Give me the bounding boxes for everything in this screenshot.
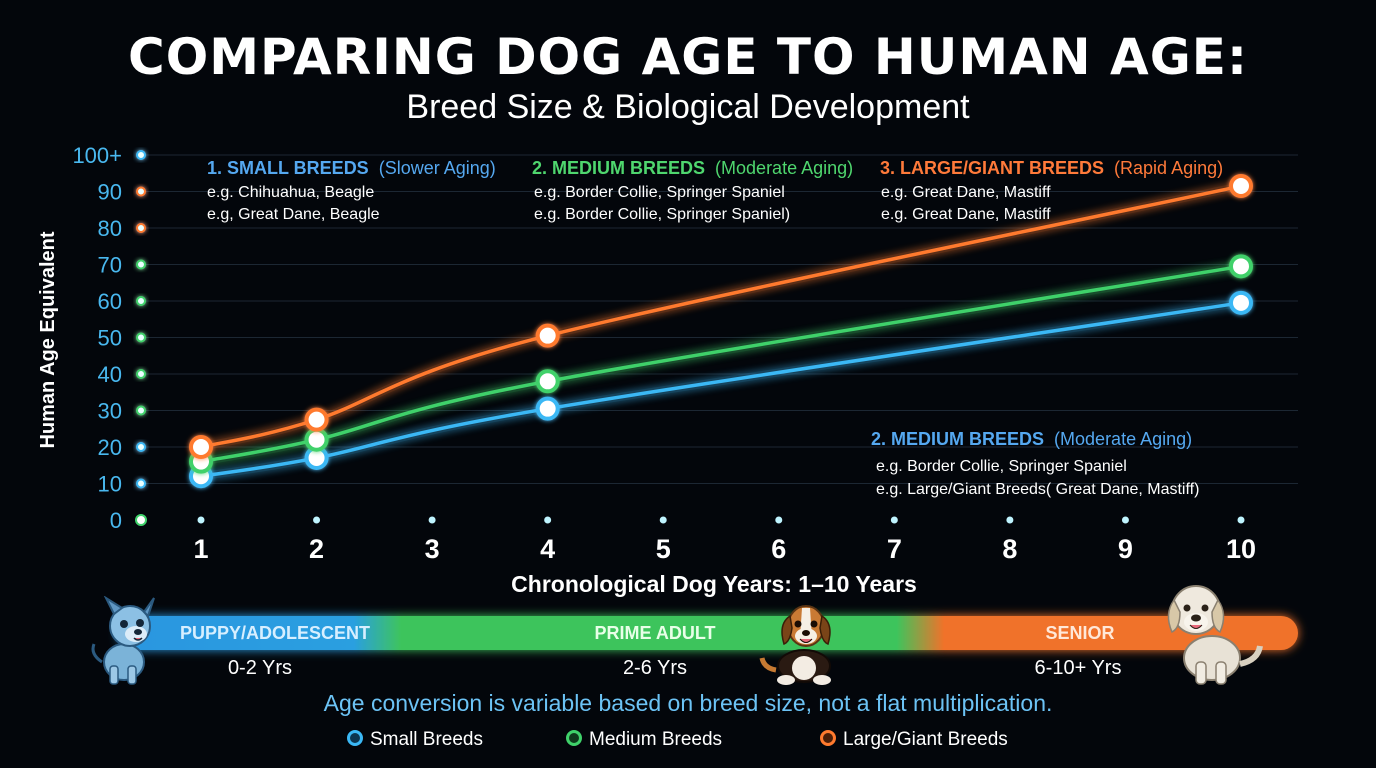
legend-large-label: Large/Giant Breeds xyxy=(843,729,1008,750)
x-tick-dot xyxy=(890,516,898,524)
y-tick-label: 60 xyxy=(98,289,122,314)
annotation-medium-line1: e.g. Border Collie, Springer Spaniel xyxy=(534,184,785,201)
annotation-medium-tag: (Moderate Aging) xyxy=(715,158,853,178)
line-chart: 0 10 20 30 40 50 60 70 80 90 100+ 1 2 3 4 5 6 7 8 9 10 Human… xyxy=(37,143,1298,597)
legend-large-dot xyxy=(820,730,836,747)
x-tick-dot xyxy=(1006,516,1014,524)
phase-prime-label: PRIME ADULT xyxy=(594,623,716,643)
adult-dog-illustration xyxy=(759,605,831,685)
x-tick-label: 10 xyxy=(1226,534,1256,564)
x-tick-dot xyxy=(1121,516,1129,524)
data-point-large xyxy=(189,435,213,459)
annotation-medium2-title: 2. MEDIUM BREEDS xyxy=(871,429,1044,449)
axis-origin-dot xyxy=(135,514,147,526)
annotation-small-head: 1. SMALL BREEDS (Slower Aging) xyxy=(207,158,496,178)
data-point-medium xyxy=(535,369,560,394)
annotation-medium2-line1: e.g. Border Collie, Springer Spaniel xyxy=(876,458,1127,475)
annotation-small-line1: e.g. Chihuahua, Beagle xyxy=(207,184,374,201)
phase-senior-range: 6-10+ Yrs xyxy=(1034,657,1122,679)
x-tick-label: 4 xyxy=(540,534,555,564)
annotation-medium2-line2: e.g. Large/Giant Breeds( Great Dane, Mas… xyxy=(876,481,1199,498)
y-tick-label: 0 xyxy=(110,508,122,533)
stage-bar-fill xyxy=(118,616,1298,650)
page-title: COMPARING DOG AGE TO HUMAN AGE: xyxy=(128,28,1248,86)
data-point-large xyxy=(304,407,329,432)
x-tick-dot xyxy=(659,516,667,524)
x-tick-label: 5 xyxy=(656,534,671,564)
legend-medium-dot xyxy=(566,730,582,747)
phase-puppy-range: 0-2 Yrs xyxy=(227,657,293,679)
x-tick-label: 6 xyxy=(771,534,786,564)
data-point-small xyxy=(535,396,560,421)
annotation-large-line1: e.g. Great Dane, Mastiff xyxy=(881,184,1051,201)
x-tick-label: 2 xyxy=(309,534,324,564)
x-tick-dot xyxy=(544,516,552,524)
phase-prime-range: 2-6 Yrs xyxy=(622,657,688,679)
legend-small: Small Breeds xyxy=(347,727,483,753)
annotation-medium2-tag: (Moderate Aging) xyxy=(1054,429,1192,449)
data-point-large xyxy=(1229,174,1253,199)
annotation-large-title: 3. LARGE/GIANT BREEDS xyxy=(880,158,1104,178)
data-point-large xyxy=(535,323,560,348)
x-tick-dot xyxy=(1237,516,1245,524)
x-tick-dot xyxy=(197,516,205,524)
y-tick-label: 90 xyxy=(98,180,122,205)
y-tick-label: 20 xyxy=(98,435,122,460)
footnote: Age conversion is variable based on bree… xyxy=(323,690,1053,716)
data-point-medium xyxy=(1229,254,1253,279)
legend-medium: Medium Breeds xyxy=(566,727,722,753)
y-tick-label: 80 xyxy=(98,216,122,241)
annotation-medium-title: 2. MEDIUM BREEDS xyxy=(532,158,705,178)
x-tick-label: 9 xyxy=(1118,534,1133,564)
y-tick-label: 30 xyxy=(98,399,122,424)
annotation-small-line2: e.g, Great Dane, Beagle xyxy=(207,206,380,223)
puppy-illustration xyxy=(91,596,155,685)
phase-senior-label: SENIOR xyxy=(1045,623,1115,643)
y-tick-label: 10 xyxy=(98,472,122,497)
data-point-small xyxy=(1229,290,1253,315)
x-tick-label: 8 xyxy=(1002,534,1017,564)
annotation-medium-line2: e.g. Border Collie, Springer Spaniel) xyxy=(534,206,790,223)
annotation-small-title: 1. SMALL BREEDS xyxy=(207,158,369,178)
x-tick-label: 3 xyxy=(425,534,440,564)
annotation-small-tag: (Slower Aging) xyxy=(379,158,496,178)
y-tick-label: 50 xyxy=(98,326,122,351)
x-tick-dot xyxy=(775,516,783,524)
x-axis-label: Chronological Dog Years: 1–10 Years xyxy=(511,571,917,597)
senior-dog-illustration xyxy=(1167,585,1263,685)
y-tick-label: 70 xyxy=(98,253,122,278)
annotation-large-head: 3. LARGE/GIANT BREEDS (Rapid Aging) xyxy=(880,158,1223,178)
page-subtitle: Breed Size & Biological Development xyxy=(406,88,970,126)
y-tick-label: 100+ xyxy=(72,143,122,168)
x-tick-dot xyxy=(428,516,436,524)
legend-medium-label: Medium Breeds xyxy=(589,729,723,750)
x-tick-label: 7 xyxy=(887,534,902,564)
annotation-medium2-head: 2. MEDIUM BREEDS (Moderate Aging) xyxy=(871,429,1192,449)
phase-puppy-label: PUPPY/ADOLESCENT xyxy=(179,623,371,643)
annotation-large-tag: (Rapid Aging) xyxy=(1114,158,1223,178)
legend-large: Large/Giant Breeds xyxy=(820,727,1008,753)
annotation-medium-head: 2. MEDIUM BREEDS (Moderate Aging) xyxy=(532,158,853,178)
y-tick-label: 40 xyxy=(98,362,122,387)
y-axis-label: Human Age Equivalent xyxy=(37,231,59,448)
x-tick-dot xyxy=(313,516,321,524)
legend-small-label: Small Breeds xyxy=(370,729,483,750)
annotation-large-line2: e.g. Great Dane, Mastiff xyxy=(881,206,1051,223)
legend-small-dot xyxy=(347,730,363,747)
x-tick-label: 1 xyxy=(193,534,208,564)
